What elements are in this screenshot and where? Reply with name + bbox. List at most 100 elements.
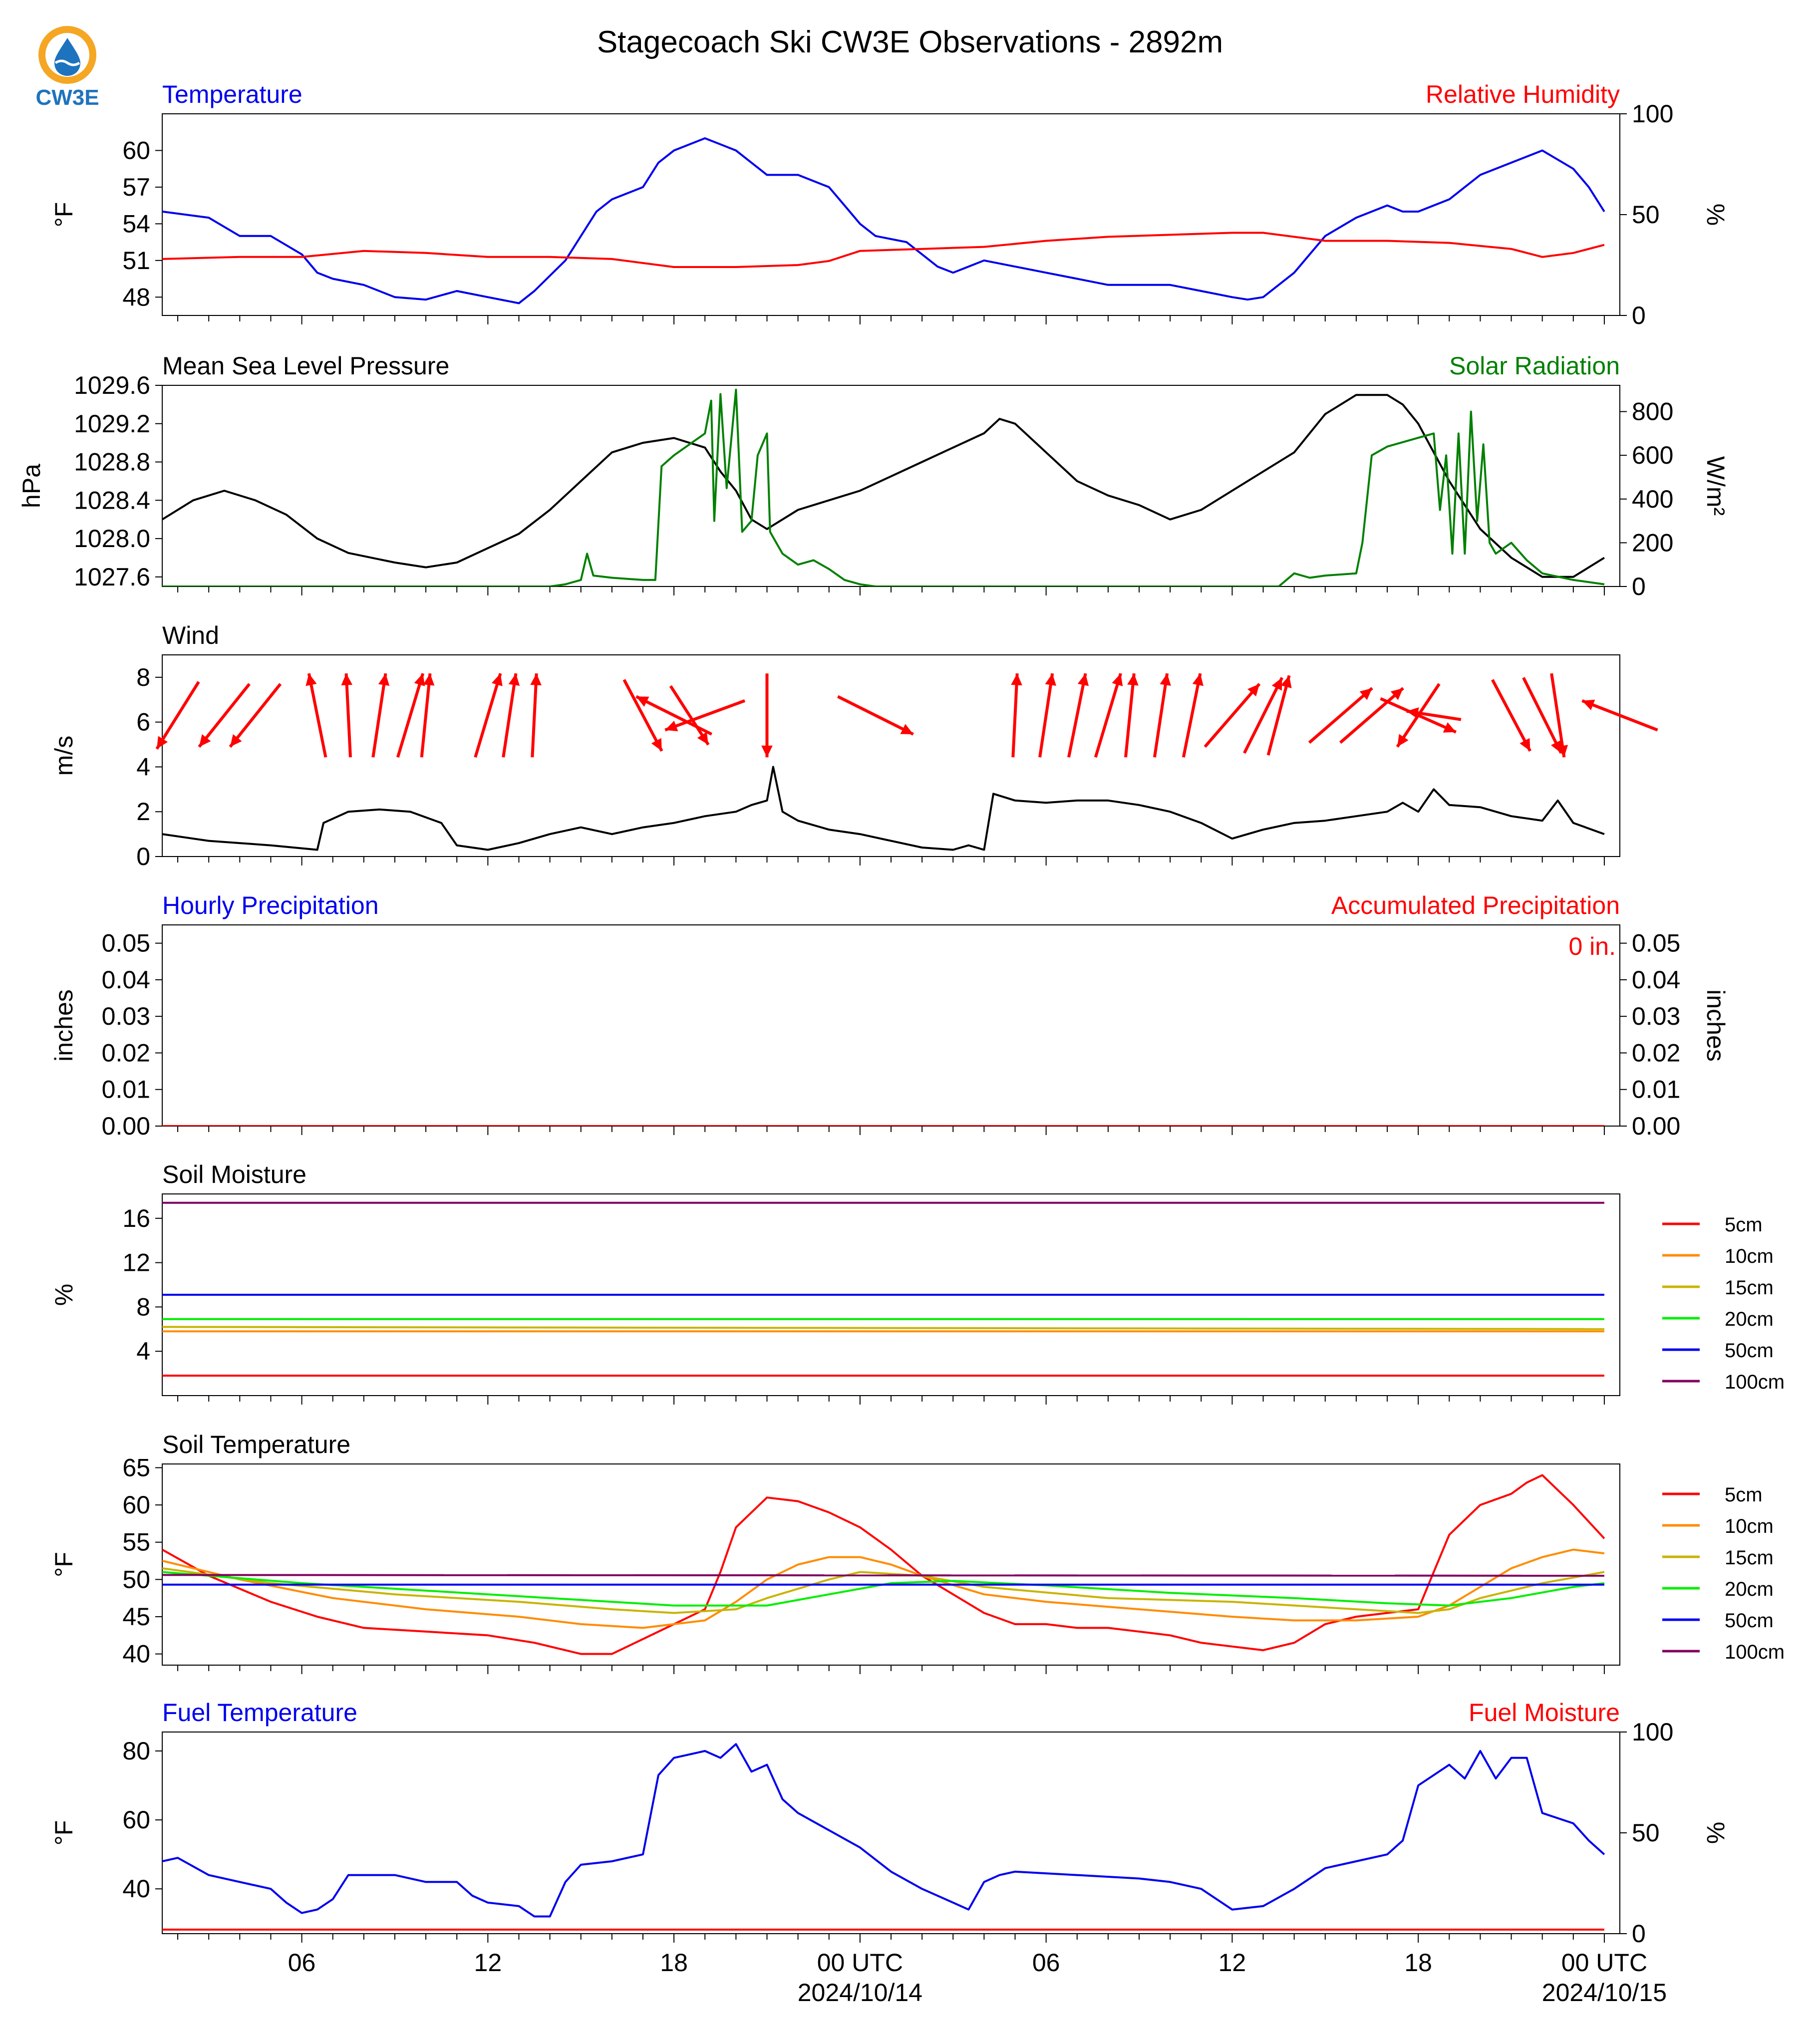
y2-axis-label: % [1702, 1822, 1730, 1844]
y-tick-label: 1027.6 [74, 563, 150, 591]
wind-arrow-shaft [1243, 677, 1284, 754]
x-tick-label: 06 [1032, 1949, 1060, 1977]
legend-label: 20cm [1725, 1308, 1774, 1330]
wind-arrow-shaft [1182, 673, 1202, 758]
y-tick-label: 0.04 [102, 966, 150, 994]
panel-temp_rh: 48 51 54 57 60 °F 0 50 100% Temperature Relative H… [50, 80, 1730, 329]
panel-title-right: Relative Humidity [1426, 80, 1620, 108]
y-tick-label: 57 [122, 173, 150, 201]
series-line-1 [162, 388, 1605, 586]
wind-arrow-head [1247, 684, 1260, 697]
wind-arrow-head [530, 673, 542, 686]
y2-tick-label: 0.05 [1632, 929, 1680, 957]
x-date-label: 2024/10/14 [798, 1979, 922, 2007]
wind-arrow-head [1397, 734, 1409, 747]
y2-tick-label: 0 [1632, 573, 1646, 600]
wind-arrow-head [199, 734, 211, 747]
panel-title-left: Hourly Precipitation [162, 891, 379, 919]
wind-arrow-shaft [664, 699, 746, 732]
wind-arrow-head [305, 673, 317, 686]
y-tick-label: 55 [122, 1528, 150, 1556]
series-line-0 [162, 137, 1605, 304]
y2-tick-label: 0.00 [1632, 1112, 1680, 1140]
x-tick-label: 18 [660, 1949, 688, 1977]
y2-axis-label: inches [1702, 989, 1730, 1062]
series-group [162, 1743, 1605, 1931]
wind-arrow-head [1582, 699, 1595, 710]
y-tick-label: 60 [122, 1806, 150, 1834]
wind-arrow-shaft [307, 673, 327, 758]
wind-arrow-head [1519, 738, 1530, 751]
series-group [162, 1201, 1604, 1377]
legend-label: 50cm [1725, 1340, 1774, 1362]
wind-arrow-shaft [1011, 673, 1019, 758]
wind-arrow-shaft [502, 673, 518, 758]
panel-wind: 0 2 4 6 8 m/s Wind [50, 621, 1658, 870]
y-tick-label: 4 [136, 1337, 150, 1365]
series-line-0 [162, 394, 1605, 578]
y-tick-label: 50 [122, 1565, 150, 1593]
y-tick-label: 1029.6 [74, 371, 150, 399]
wind-arrow-head [423, 673, 435, 686]
panel-title-left: Soil Temperature [162, 1431, 350, 1458]
y2-tick-label: 0.02 [1632, 1039, 1680, 1067]
wind-arrow-shaft [1339, 687, 1404, 744]
y2-tick-label: 50 [1632, 1819, 1660, 1847]
y-tick-label: 1028.4 [74, 486, 150, 514]
x-tick-label: 00 UTC [1561, 1949, 1647, 1977]
wind-arrow-head [157, 736, 168, 749]
wind-arrow-head [1390, 688, 1403, 700]
wind-arrow-head [1406, 707, 1419, 719]
wind-arrow-head [1359, 688, 1372, 700]
y-tick-label: 0.02 [102, 1039, 150, 1067]
wind-arrow-shaft [1308, 687, 1373, 744]
wind-arrow-shaft [344, 673, 352, 758]
y-axis-label: °F [50, 202, 78, 228]
series-line-10cm [162, 1548, 1605, 1629]
series-line-1 [162, 232, 1605, 268]
legend-label: 50cm [1725, 1610, 1774, 1632]
wind-arrow-shaft [229, 683, 282, 748]
legend-label: 10cm [1725, 1245, 1774, 1267]
panel-pressure_solar: 1027.6 1028.0 1028.4 1028.8 1029.2 1029.6 hPa 0… [17, 352, 1730, 600]
wind-arrow-head [761, 745, 773, 758]
y-tick-label: 40 [122, 1640, 150, 1668]
legend-label: 15cm [1725, 1547, 1774, 1569]
wind-arrow-head [1160, 673, 1171, 686]
wind-arrow-head [414, 673, 425, 686]
legend-label: 5cm [1725, 1484, 1763, 1506]
y-tick-label: 51 [122, 247, 150, 275]
y-axis-label: m/s [50, 736, 78, 776]
y-tick-label: 54 [122, 210, 150, 238]
y2-tick-label: 0.03 [1632, 1002, 1680, 1030]
legend-soil_temp: 5cm 10cm 15cm 20cm 50cm 100cm [1662, 1484, 1785, 1663]
y2-axis-label: % [1702, 204, 1730, 226]
y-tick-label: 1028.0 [74, 525, 150, 553]
legend-label: 10cm [1725, 1515, 1774, 1537]
y2-axis-label: W/m² [1702, 456, 1730, 516]
wind-arrow-head [508, 673, 520, 686]
wind-arrow-shaft [837, 695, 914, 736]
y-tick-label: 6 [136, 708, 150, 736]
x-tick-label: 00 UTC [817, 1949, 903, 1977]
panel-soil_temp: 40 45 50 55 60 65 °F Soil Temperature [50, 1431, 1620, 1674]
figure-title: Stagecoach Ski CW3E Observations - 2892m [597, 25, 1223, 59]
wind-arrow-shaft [1522, 677, 1563, 754]
wind-arrow-head [1127, 673, 1139, 686]
y-tick-label: 65 [122, 1453, 150, 1481]
series-group [162, 137, 1605, 304]
x-tick-label: 12 [474, 1949, 502, 1977]
y2-tick-label: 0 [1632, 301, 1646, 329]
wind-arrows [155, 673, 1658, 758]
wind-arrow-shaft [396, 673, 425, 758]
series-group [162, 1474, 1605, 1655]
y-tick-label: 4 [136, 753, 150, 781]
y-tick-label: 40 [122, 1875, 150, 1903]
wind-arrow-shaft [1124, 673, 1136, 758]
wind-arrow-head [1550, 740, 1561, 753]
y-axis-label: °F [50, 1820, 78, 1846]
y-tick-label: 0.03 [102, 1002, 150, 1030]
panel-title-left: Mean Sea Level Pressure [162, 352, 449, 380]
series-line-15cm [162, 1567, 1605, 1614]
